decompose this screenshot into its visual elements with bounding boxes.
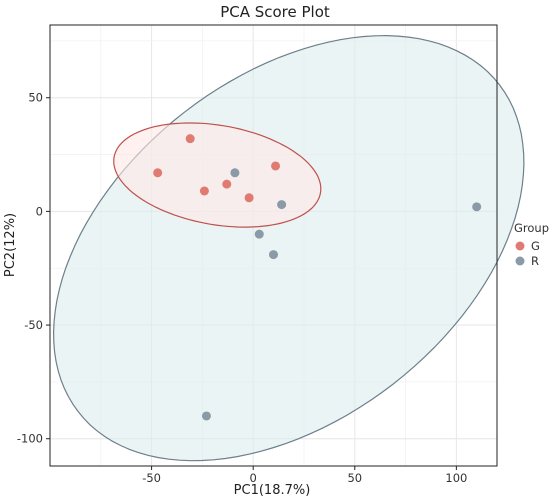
point-G [199, 186, 209, 196]
x-tick-label: 0 [250, 471, 257, 485]
x-tick-label: 50 [347, 471, 362, 485]
y-tick-label: 0 [36, 204, 43, 218]
y-axis: -100 -50 0 50 [17, 91, 50, 446]
chart-title: PCA Score Plot [220, 3, 330, 21]
data-points [153, 134, 482, 421]
legend-label-R: R [531, 254, 539, 268]
point-R [269, 250, 278, 260]
confidence-ellipses [52, 34, 525, 462]
point-G [244, 193, 254, 203]
point-R [277, 200, 287, 210]
legend-key-G [515, 241, 525, 251]
point-R [254, 229, 264, 239]
x-tick-label: -50 [142, 471, 161, 485]
point-G [222, 179, 232, 189]
point-G [153, 168, 163, 178]
point-R [472, 202, 482, 212]
y-tick-label: -100 [17, 432, 43, 446]
ellipse-G [113, 122, 322, 228]
legend: Group GR [514, 221, 549, 268]
x-axis: -50 0 50 100 [142, 466, 467, 485]
legend-key-R [515, 256, 525, 266]
y-tick-label: 50 [28, 91, 43, 105]
legend-title: Group [514, 221, 549, 235]
legend-label-G: G [531, 239, 540, 253]
y-axis-label: PC2(12%) [3, 213, 18, 277]
x-tick-label: 100 [445, 471, 467, 485]
point-G [271, 161, 281, 171]
y-tick-label: -50 [24, 318, 43, 332]
point-R [230, 168, 240, 178]
x-axis-label: PC1(18.7%) [234, 483, 311, 498]
ellipse-R [52, 34, 525, 462]
plot-frame [49, 24, 498, 467]
point-G [185, 134, 195, 144]
point-R [201, 411, 211, 421]
